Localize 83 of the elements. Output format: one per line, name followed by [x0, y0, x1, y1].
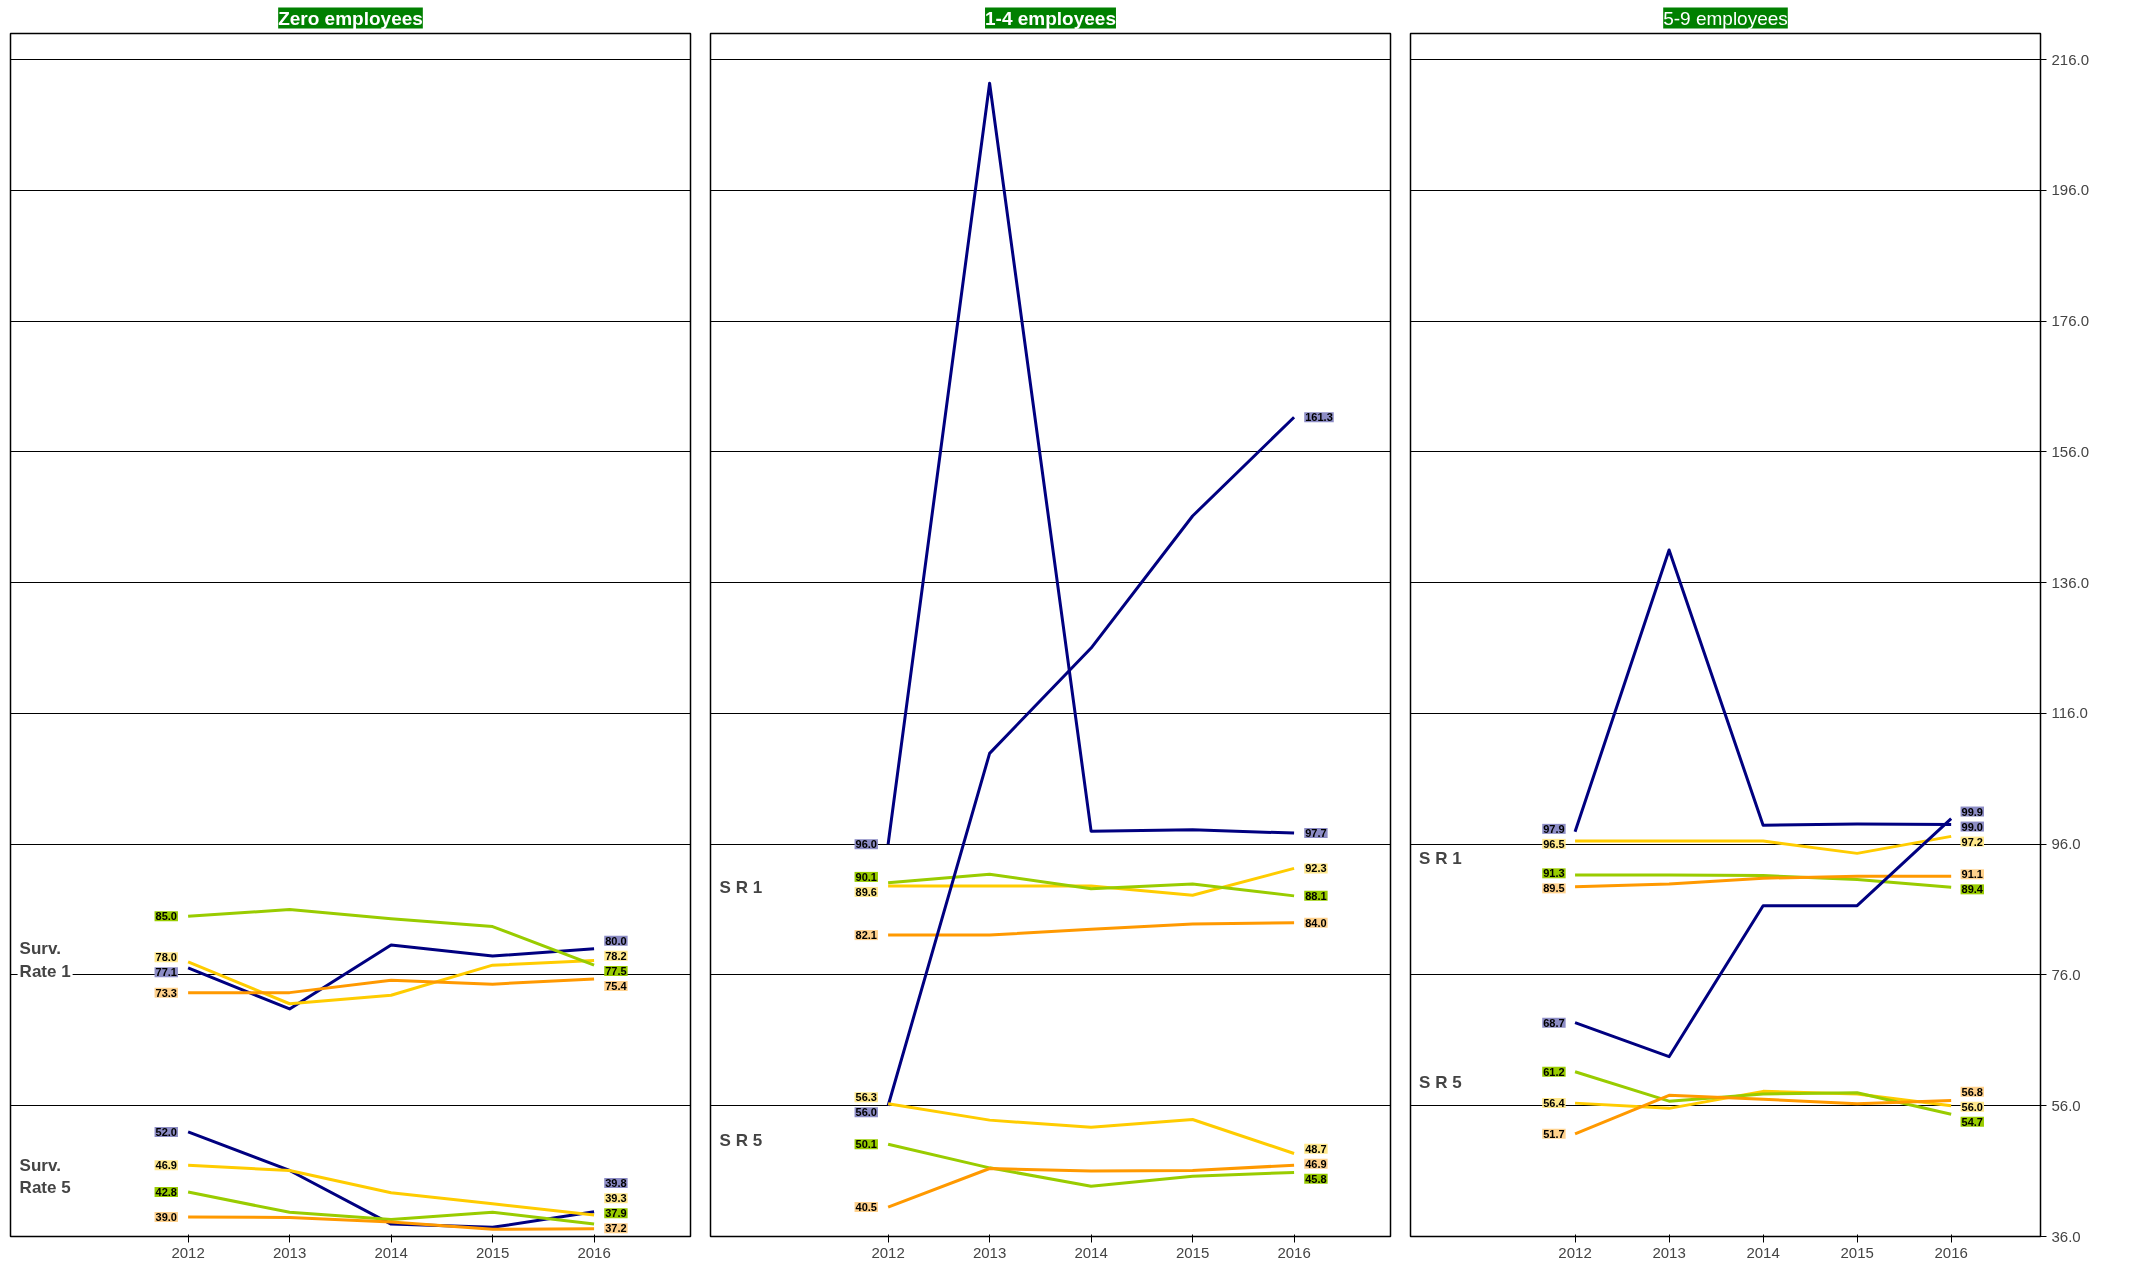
y-tick-label: 96.0 [2051, 835, 2081, 853]
x-tick-label: 2014 [374, 1243, 408, 1261]
data-label: 80.0 [605, 934, 627, 947]
data-label: 77.5 [605, 964, 627, 977]
data-label: 88.1 [1305, 889, 1327, 902]
data-label: 50.1 [855, 1138, 877, 1151]
data-label: 97.9 [1543, 822, 1565, 835]
data-label: 77.1 [155, 966, 177, 979]
data-label: 37.2 [605, 1222, 627, 1235]
y-tick-label: 76.0 [2051, 965, 2081, 983]
data-label: 45.8 [1305, 1172, 1327, 1185]
x-tick-label: 2016 [1277, 1243, 1311, 1261]
x-tick-label: 2013 [272, 1243, 307, 1261]
chart-title: Zero employees [278, 7, 423, 29]
data-label: 91.1 [1961, 868, 1983, 881]
text: Surv. Rate 5 [19, 1155, 71, 1198]
text: S R 5 [1419, 1073, 1462, 1093]
data-label: 96.0 [855, 838, 877, 851]
data-label: 46.9 [155, 1159, 177, 1172]
data-label: 51.7 [1543, 1127, 1565, 1140]
y-tick-label: 196.0 [2051, 181, 2090, 199]
data-label: 89.6 [855, 885, 877, 898]
data-label: 99.0 [1961, 820, 1983, 833]
data-label: 90.1 [855, 870, 877, 883]
data-label: 37.9 [605, 1207, 627, 1220]
y-tick-label: 56.0 [2051, 1096, 2081, 1114]
x-tick-label: 2014 [1074, 1243, 1108, 1261]
x-tick-label: 2012 [1558, 1243, 1592, 1261]
line-series [1573, 1093, 1953, 1136]
x-tick-label: 2016 [1934, 1243, 1968, 1261]
x-tick-label: 2013 [1652, 1243, 1686, 1261]
y-tick-label: 176.0 [2051, 312, 2090, 330]
data-label: 52.0 [155, 1125, 177, 1138]
data-label: 39.8 [605, 1177, 627, 1190]
data-label: 56.0 [855, 1106, 877, 1119]
data-label: 54.7 [1961, 1115, 1983, 1128]
data-label: 89.4 [1961, 883, 1984, 896]
data-label: 89.5 [1543, 882, 1565, 895]
data-label: 99.9 [1961, 805, 1983, 818]
data-label: 84.0 [1305, 916, 1327, 929]
data-label: 46.9 [1305, 1157, 1327, 1170]
x-tick-label: 2015 [475, 1243, 510, 1261]
text: S R 5 [719, 1130, 763, 1150]
data-label: 85.0 [155, 910, 177, 923]
data-label: 48.7 [1305, 1142, 1327, 1155]
data-label: 91.3 [1543, 867, 1565, 880]
data-label: 78.2 [605, 949, 627, 962]
data-label: 96.5 [1543, 837, 1565, 850]
data-label: 56.0 [1961, 1100, 1983, 1113]
x-tick-label: 2016 [577, 1243, 611, 1261]
data-label: 40.5 [855, 1201, 877, 1214]
y-tick-label: 136.0 [2051, 573, 2090, 591]
x-tick-label: 2015 [1840, 1243, 1874, 1261]
x-tick-label: 2013 [972, 1243, 1007, 1261]
data-label: 82.1 [855, 929, 877, 942]
text: Surv. Rate 1 [19, 938, 71, 981]
x-tick-label: 2014 [1746, 1243, 1780, 1261]
data-label: 97.2 [1961, 835, 1983, 848]
y-tick-label: 216.0 [2051, 50, 2090, 68]
text: S R 1 [1419, 849, 1462, 869]
data-label: 39.0 [155, 1210, 177, 1223]
data-label: 68.7 [1543, 1016, 1565, 1029]
data-label: 75.4 [605, 979, 628, 992]
data-label: 56.3 [855, 1091, 877, 1104]
chart-title: 5-9 employees [1663, 7, 1788, 29]
text: S R 1 [719, 877, 763, 897]
data-label: 97.7 [1305, 827, 1327, 840]
data-label: 56.8 [1961, 1085, 1983, 1098]
y-tick-label: 156.0 [2051, 442, 2090, 460]
data-label: 78.0 [155, 951, 177, 964]
x-tick-label: 2012 [171, 1243, 205, 1261]
data-label: 73.3 [155, 986, 177, 999]
y-tick-label: 116.0 [2051, 704, 2088, 722]
data-label: 56.4 [1543, 1097, 1566, 1110]
data-label: 42.8 [155, 1186, 177, 1199]
x-tick-label: 2012 [871, 1243, 905, 1261]
data-label: 39.3 [605, 1192, 627, 1205]
y-tick-label: 36.0 [2051, 1227, 2081, 1245]
data-label: 161.3 [1305, 411, 1333, 424]
data-label: 92.3 [1305, 862, 1327, 875]
chart-title: 1-4 employees [985, 7, 1116, 29]
x-tick-label: 2015 [1175, 1243, 1210, 1261]
data-label: 61.2 [1543, 1065, 1565, 1078]
